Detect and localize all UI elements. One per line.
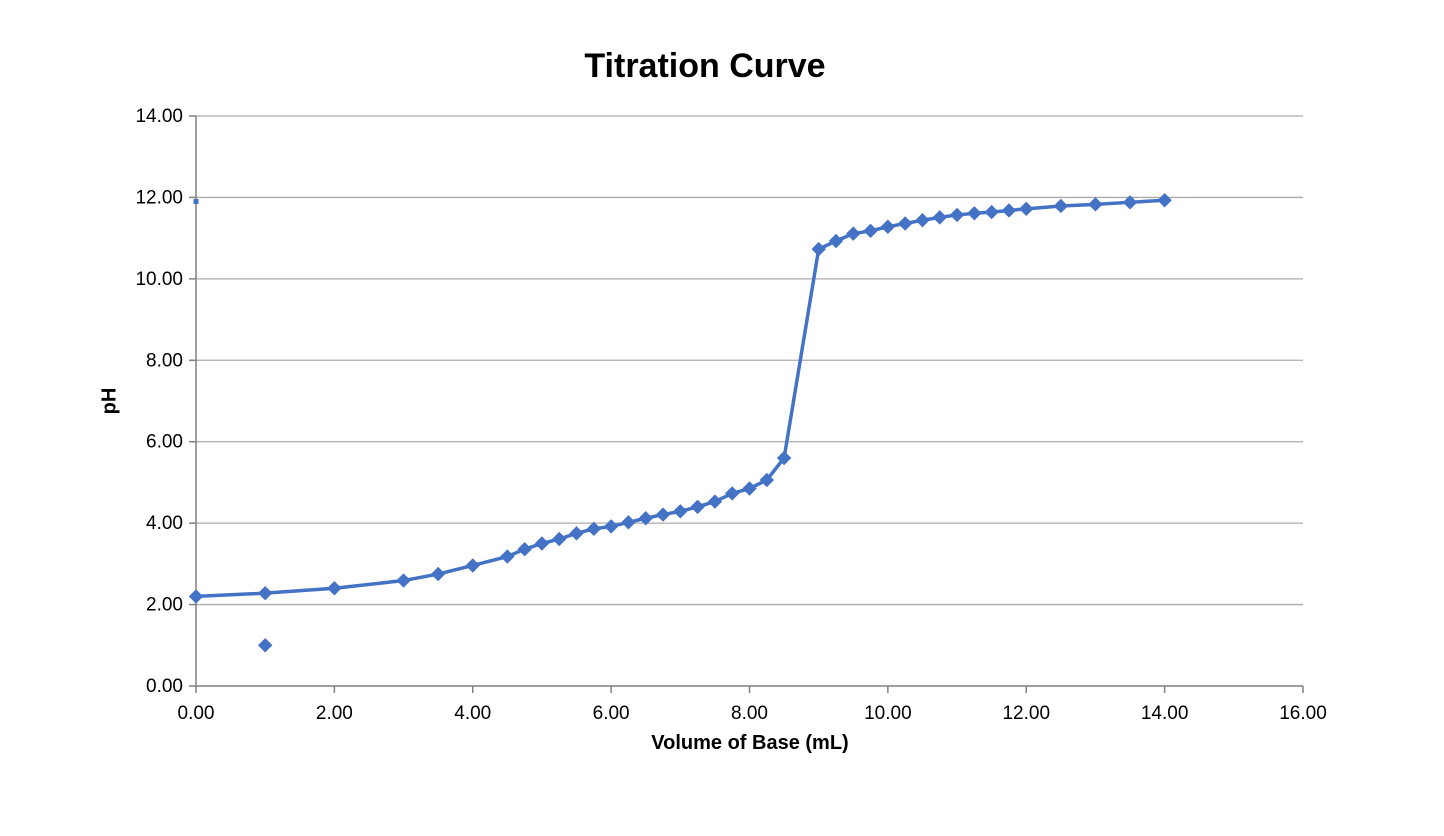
stray-dot-marker <box>193 199 199 204</box>
data-point-marker <box>1019 201 1034 217</box>
data-point-marker <box>586 521 602 537</box>
data-point-marker <box>517 541 532 557</box>
x-axis-title: Volume of Base (mL) <box>651 732 849 754</box>
data-point-marker <box>880 219 896 234</box>
data-point-marker <box>655 507 671 522</box>
data-point-marker <box>327 581 342 596</box>
x-tick-label: 16.00 <box>1279 703 1327 724</box>
data-point-marker <box>828 233 844 249</box>
data-point-marker <box>915 213 930 228</box>
data-point-marker <box>396 573 411 588</box>
series-line <box>194 198 1167 599</box>
data-point-marker <box>1157 193 1172 208</box>
y-tick-label: 0.00 <box>146 676 183 697</box>
data-point-marker <box>257 638 273 653</box>
data-point-marker <box>1001 203 1017 218</box>
y-tick-label: 4.00 <box>146 513 183 534</box>
y-tick-label: 6.00 <box>146 432 183 453</box>
data-point-marker <box>897 216 913 231</box>
data-point-marker <box>500 549 515 564</box>
data-point-marker <box>811 241 826 257</box>
data-point-marker <box>603 519 619 534</box>
data-point-marker <box>759 472 775 488</box>
data-point-marker <box>257 585 273 601</box>
data-point-marker <box>1122 195 1138 210</box>
data-point-marker <box>465 558 480 573</box>
data-point-marker <box>863 223 878 239</box>
x-tick-label: 6.00 <box>593 703 630 724</box>
y-tick-label: 2.00 <box>146 595 183 616</box>
data-point-marker <box>707 494 723 509</box>
data-point-marker <box>967 206 982 221</box>
data-point-marker <box>776 450 792 466</box>
x-tick-label: 4.00 <box>454 703 491 724</box>
x-tick-label: 12.00 <box>1002 703 1050 724</box>
data-point-marker <box>430 566 446 582</box>
y-tick-label: 8.00 <box>146 350 183 371</box>
x-tick-label: 10.00 <box>864 703 912 724</box>
data-point-marker <box>673 504 688 519</box>
chart-title: Titration Curve <box>584 47 826 85</box>
data-point-marker <box>846 226 861 241</box>
data-point-marker <box>621 515 636 530</box>
y-tick-label: 10.00 <box>135 269 183 290</box>
x-tick-label: 14.00 <box>1141 703 1189 724</box>
data-point-marker <box>984 204 999 220</box>
x-tick-label: 2.00 <box>316 703 353 724</box>
x-tick-label: 0.00 <box>178 703 215 724</box>
data-point-marker <box>949 207 965 223</box>
data-point-marker <box>638 511 653 526</box>
x-tick-label: 8.00 <box>731 703 768 724</box>
data-point-marker <box>552 531 567 547</box>
data-point-marker <box>1053 198 1069 214</box>
y-tick-label: 14.00 <box>135 106 183 127</box>
y-tick-label: 12.00 <box>135 187 183 208</box>
data-point-marker <box>569 526 584 541</box>
data-point-marker <box>1088 197 1103 212</box>
data-point-marker <box>742 481 757 496</box>
data-point-marker <box>690 499 705 515</box>
data-point-marker <box>534 536 550 551</box>
data-point-marker <box>932 210 947 225</box>
data-point-marker <box>188 589 204 604</box>
data-point-marker <box>724 486 740 501</box>
